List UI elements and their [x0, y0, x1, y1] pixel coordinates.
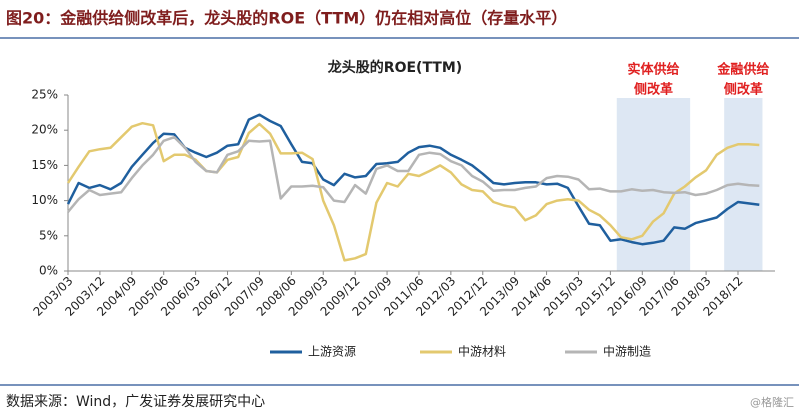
source: 数据来源：Wind，广发证券发展研究中心 — [6, 394, 265, 410]
page-title: 图20：金融供给侧改革后，龙头股的ROE（TTM）仍在相对高位（存量水平） — [6, 9, 567, 28]
legend-label: 中游材料 — [458, 344, 506, 359]
annotation: 金融供给 — [716, 62, 769, 78]
chart-title: 龙头股的ROE(TTM) — [327, 59, 462, 76]
y-tick-label: 20% — [31, 123, 58, 137]
y-tick-label: 10% — [31, 193, 58, 207]
legend-label: 中游制造 — [603, 344, 651, 359]
annotation: 实体供给 — [627, 62, 679, 78]
series-line — [66, 121, 760, 262]
highlight-band — [616, 98, 691, 271]
annotation: 侧改革 — [724, 82, 763, 98]
annotation: 侧改革 — [634, 82, 673, 98]
y-tick-label: 15% — [31, 158, 58, 172]
watermark: @格隆汇 — [750, 395, 794, 409]
series-line — [67, 135, 760, 213]
legend-label: 上游资源 — [308, 345, 356, 359]
y-tick-label: 5% — [39, 228, 58, 242]
y-tick-label: 25% — [31, 88, 58, 102]
y-tick-label: 0% — [39, 264, 58, 278]
